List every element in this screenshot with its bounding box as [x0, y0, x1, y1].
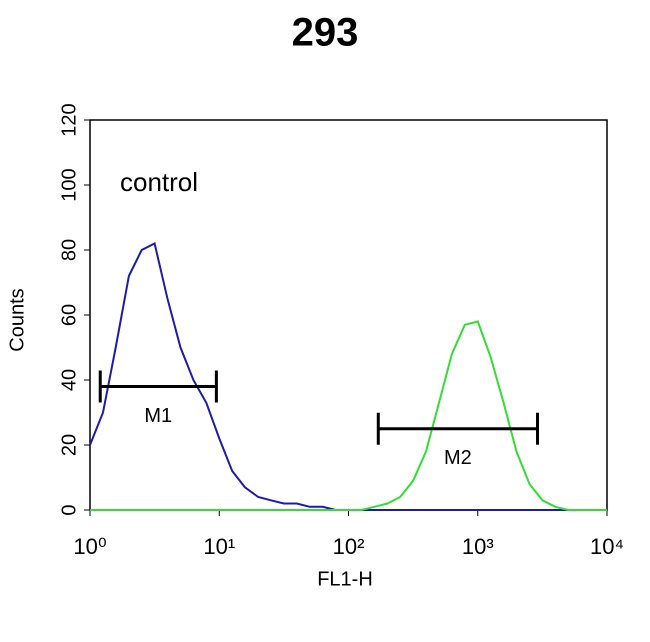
- x-tick-label: 10²: [333, 534, 365, 559]
- y-axis-label: Counts: [6, 288, 28, 351]
- series-line: [90, 320, 607, 511]
- y-tick-label: 100: [58, 168, 80, 201]
- chart-title: 293: [292, 11, 359, 55]
- y-tick-label: 0: [58, 504, 80, 515]
- y-tick-label: 60: [58, 304, 80, 326]
- y-tick-label: 80: [58, 239, 80, 261]
- x-tick-label: 10⁰: [73, 534, 106, 559]
- x-tick-label: 10³: [462, 534, 494, 559]
- x-tick-label: 10¹: [203, 534, 235, 559]
- annotation: control: [120, 167, 198, 197]
- y-tick-label: 20: [58, 434, 80, 456]
- marker-label: M1: [144, 405, 172, 427]
- y-tick-label: 120: [58, 103, 80, 136]
- x-tick-label: 10⁴: [590, 534, 624, 559]
- x-axis-label: FL1-H: [317, 568, 373, 590]
- marker-label: M2: [444, 447, 472, 469]
- y-tick-label: 40: [58, 369, 80, 391]
- series-line: [89, 242, 607, 511]
